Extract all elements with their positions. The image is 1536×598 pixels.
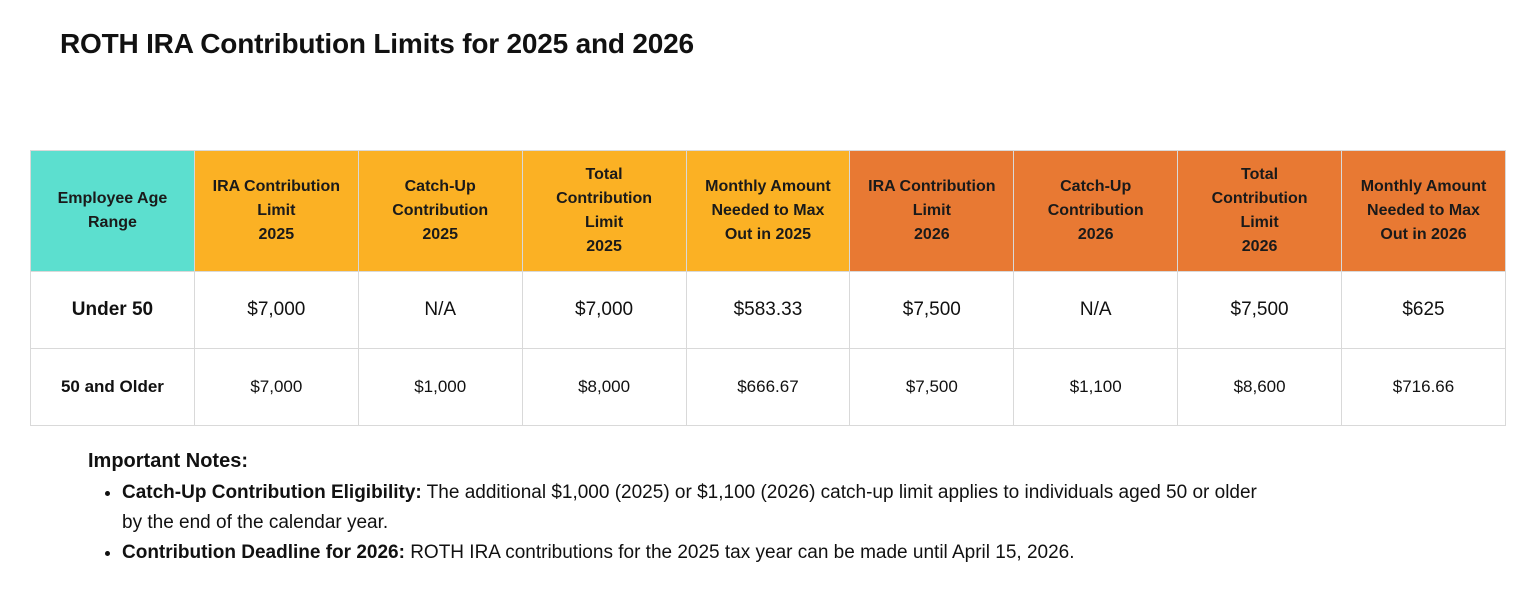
table-cell: $716.66 (1341, 348, 1506, 426)
table-cell: $7,500 (849, 348, 1015, 426)
table-cell: N/A (1013, 271, 1179, 349)
note-label: Catch-Up Contribution Eligibility: (122, 482, 422, 503)
header-line: Limit (257, 202, 296, 219)
header-line: Employee Age (57, 190, 168, 207)
header-monthly-2026: Monthly Amount Needed to Max Out in 2026 (1341, 150, 1506, 272)
note-text: ROTH IRA contributions for the 2025 tax … (404, 542, 1075, 563)
table-cell: $1,100 (1013, 348, 1179, 426)
note-text-wrap: Contribution Deadline for 2026: ROTH IRA… (122, 542, 1075, 563)
table-cell: $7,000 (193, 271, 359, 349)
important-notes: Important Notes: Catch-Up Contribution E… (88, 446, 1388, 568)
header-catch-up-2026: Catch-Up Contribution 2026 (1013, 150, 1179, 272)
header-line: Needed to Max (1367, 202, 1480, 219)
header-monthly-2025: Monthly Amount Needed to Max Out in 2025 (685, 150, 851, 272)
contribution-limits-table: Employee Age Range IRA Contribution Limit 2… (30, 150, 1506, 426)
table-cell: $583.33 (685, 271, 851, 349)
header-ira-limit-2025: IRA Contribution Limit 2025 (193, 150, 359, 272)
header-line: 2026 (1077, 226, 1114, 243)
table-cell: $625 (1341, 271, 1506, 349)
header-ira-limit-2026: IRA Contribution Limit 2026 (849, 150, 1015, 272)
header-line: Contribution (392, 202, 489, 219)
note-label: Contribution Deadline for 2026: (122, 542, 405, 563)
header-line: Range (87, 214, 137, 231)
header-line: IRA Contribution (868, 178, 996, 195)
table-cell: $1,000 (357, 348, 523, 426)
header-line: Needed to Max (711, 202, 825, 219)
table-row: 50 and Older $7,000 $1,000 $8,000 $666.6… (30, 348, 1506, 426)
table-row: Under 50 $7,000 N/A $7,000 $583.33 $7,50… (30, 271, 1506, 349)
row-label-under-50: Under 50 (30, 271, 195, 349)
header-line: Limit (584, 214, 624, 231)
table-cell: $7,500 (1177, 271, 1342, 349)
row-label-50-and-older: 50 and Older (30, 348, 195, 426)
header-line: Contribution (556, 190, 653, 207)
note-text: The additional $1,000 (2025) or $1,100 (… (122, 482, 1257, 533)
header-line: Catch-Up (1060, 178, 1132, 195)
header-line: Contribution (1211, 190, 1308, 207)
table-cell: $666.67 (685, 348, 851, 426)
table-header-row: Employee Age Range IRA Contribution Limit 2… (30, 150, 1506, 272)
note-text-wrap: Catch-Up Contribution Eligibility: The a… (122, 478, 1282, 538)
header-line: Contribution (1047, 202, 1144, 219)
header-line: 2025 (586, 238, 622, 255)
header-line: Monthly Amount (1360, 178, 1487, 195)
header-total-limit-2025: Total Contribution Limit 2025 (521, 150, 687, 272)
header-line: 2026 (1241, 238, 1278, 255)
header-catch-up-2025: Catch-Up Contribution 2025 (357, 150, 523, 272)
header-line: 2025 (258, 226, 295, 243)
header-line: Total (585, 166, 623, 183)
header-age-range: Employee Age Range (30, 150, 195, 272)
header-line: Total (1241, 166, 1279, 183)
notes-list: Catch-Up Contribution Eligibility: The a… (88, 478, 1388, 568)
header-line: IRA Contribution (212, 178, 340, 195)
header-line: Out in 2025 (724, 226, 812, 243)
table-cell: $7,000 (193, 348, 359, 426)
header-line: Catch-Up (404, 178, 476, 195)
header-line: Monthly Amount (705, 178, 831, 195)
table-cell: N/A (357, 271, 523, 349)
table-cell: $8,000 (521, 348, 687, 426)
header-line: Limit (912, 202, 951, 219)
page-title: ROTH IRA Contribution Limits for 2025 an… (60, 28, 694, 59)
notes-heading: Important Notes: (88, 450, 248, 472)
table-cell: $7,500 (849, 271, 1015, 349)
header-line: Limit (1240, 214, 1279, 231)
note-item: Catch-Up Contribution Eligibility: The a… (122, 478, 1388, 538)
header-total-limit-2026: Total Contribution Limit 2026 (1177, 150, 1342, 272)
header-line: 2026 (914, 226, 950, 243)
table-cell: $8,600 (1177, 348, 1342, 426)
header-line: Out in 2026 (1380, 226, 1467, 243)
header-line: 2025 (422, 226, 458, 243)
table-cell: $7,000 (521, 271, 687, 349)
note-item: Contribution Deadline for 2026: ROTH IRA… (122, 538, 1388, 568)
